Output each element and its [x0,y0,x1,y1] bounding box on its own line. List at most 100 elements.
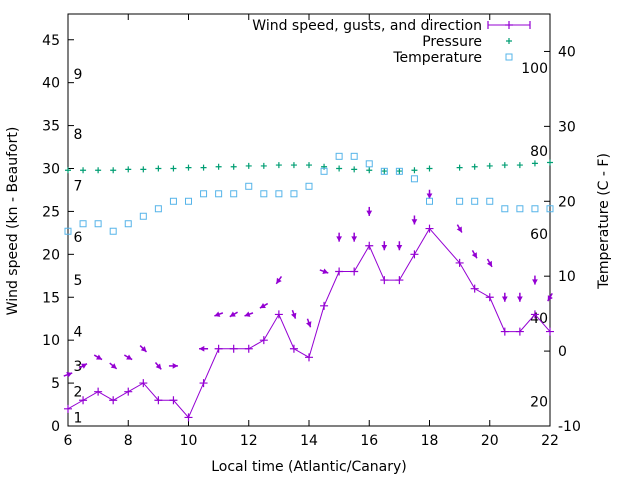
pressure-point [245,162,252,169]
temperature-point [350,152,358,160]
pressure-point [80,167,87,174]
beaufort-label: 1 [74,410,83,426]
temperature-point [185,197,192,205]
y2-tick-label: 10 [558,269,576,285]
gust-arrow-head [290,312,297,319]
plot-frame [67,13,551,427]
temperature-point [410,175,418,183]
beaufort-label: 3 [74,359,83,375]
gust-arrow-head [381,244,388,251]
pressure-point [486,162,493,169]
y-axis-ticks: 0 5 10 15 20 25 30 35 40 45 [42,33,74,435]
x-tick-label: 6 [64,433,73,449]
wind-speed-point [229,344,238,353]
legend-sample-temperature [505,53,513,61]
y-tick-label: 30 [42,162,60,178]
legend: Wind speed, gusts, and direction Pressur… [252,18,531,66]
y-tick-label: 5 [51,376,60,392]
gust-arrow-head [547,295,553,302]
pressure-point [170,165,177,172]
gust-arrow-head [229,311,236,317]
pressure-point [65,167,71,174]
temperature-point [516,205,524,213]
wind-speed-point [199,379,208,388]
wind-speed-point [124,387,133,396]
legend-sample-pressure [506,38,512,44]
gust-arrow-head [110,363,117,369]
legend-label-wind: Wind speed, gusts, and direction [252,18,482,34]
wind-speed-point [259,336,268,345]
series-layer [63,152,554,422]
gust-arrow-head [396,244,403,251]
y2-tick-label: 20 [558,194,576,210]
wind-speed-point [530,310,539,319]
temperature-point [94,220,102,228]
beaufort-label: 7 [74,179,83,195]
pressure-point [200,164,207,171]
temperature-point [200,190,208,198]
pressure-point [366,167,373,174]
beaufort-label: 2 [74,385,83,401]
wind-speed-point [64,404,72,413]
wind-speed-point [350,267,359,276]
legend-label-pressure: Pressure [422,34,482,50]
x-tick-label: 20 [481,433,499,449]
temperature-point [501,205,509,213]
pressure-point [381,168,388,175]
temperature-point [230,190,238,198]
temperature-point [79,220,87,228]
gust-arrow-head [336,236,343,242]
x-tick-label: 10 [180,433,198,449]
y2-tick-label: 0 [558,344,567,360]
gust-arrow-head [214,311,221,317]
gust-arrow-head [259,302,266,309]
temperature-point [335,152,343,160]
y-tick-label: 35 [42,119,60,135]
wind-speed-point [214,344,223,353]
y-tick-label: 45 [42,33,60,49]
gust-arrow-head [411,219,418,225]
gust-arrow-head [140,346,147,352]
y-tick-label: 40 [42,76,60,92]
x-tick-label: 18 [421,433,439,449]
y2-tick-label: 30 [558,119,576,135]
y-tick-label: 0 [51,419,60,435]
gust-arrow-head [155,363,162,370]
wind-speed-point [139,379,148,388]
pressure-point [547,159,553,166]
wind-speed-point [546,327,554,336]
pressure-point [531,160,538,167]
x-tick-label: 8 [124,433,133,449]
x-tick-label: 12 [240,433,258,449]
wind-speed-point [515,327,524,336]
temperature-point [305,182,313,190]
temperature-point [380,167,388,175]
temperature-point [365,160,373,168]
legend-sample-wind-marker [487,21,531,29]
wind-speed-point [380,276,389,285]
y2-axis-ticks: -10 0 10 20 30 40 [544,44,581,435]
temperature-point [260,190,268,198]
pressure-point [456,164,463,171]
pressure-point [471,163,478,170]
pressure-point [411,167,418,174]
wind-speed-point [485,293,494,302]
beaufort-label: 9 [74,67,83,83]
legend-label-temperature: Temperature [392,50,482,66]
beaufort-label: 8 [74,127,83,143]
pressure-point [110,167,117,174]
temperature-point [275,190,283,198]
wind-speed-point [500,327,509,336]
x-tick-label: 16 [360,433,378,449]
x-tick-label: 22 [541,433,559,449]
pressure-point [125,166,132,173]
gust-arrow-head [351,236,358,242]
gust-arrow-head [244,311,251,317]
pressure-point [140,166,147,173]
wind-speed-point [305,353,313,362]
y2-tick-label: 40 [558,44,576,60]
pressure-point [396,168,403,175]
temperature-point [486,197,494,205]
temperature-point [215,190,223,198]
